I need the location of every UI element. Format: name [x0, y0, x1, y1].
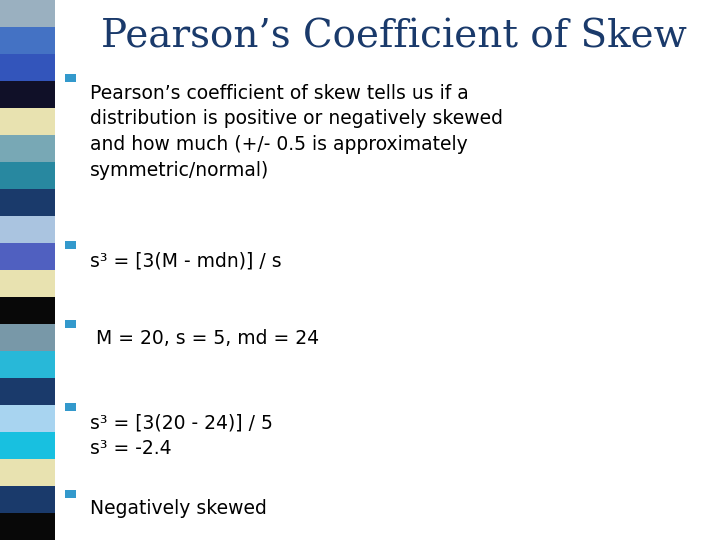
Bar	[0, 162, 55, 189]
Bar	[0, 351, 55, 378]
Bar	[0, 54, 55, 81]
Bar	[0, 243, 55, 270]
Bar	[0, 513, 55, 540]
Bar	[0, 459, 55, 486]
Bar	[0, 27, 55, 54]
Bar	[0, 135, 55, 162]
Bar	[0, 216, 55, 243]
Bar	[0, 189, 55, 216]
Text: Pearson’s Coefficient of Skew: Pearson’s Coefficient of Skew	[101, 19, 687, 56]
Bar	[0, 324, 55, 351]
Bar	[65, 490, 76, 498]
Bar	[0, 486, 55, 513]
Bar	[0, 378, 55, 405]
Text: Pearson’s coefficient of skew tells us if a
distribution is positive or negative: Pearson’s coefficient of skew tells us i…	[90, 84, 503, 180]
Bar	[0, 108, 55, 135]
Bar	[0, 0, 55, 27]
Text: s³ = [3(20 - 24)] / 5
s³ = -2.4: s³ = [3(20 - 24)] / 5 s³ = -2.4	[90, 413, 273, 458]
Bar	[65, 74, 76, 82]
Bar	[0, 297, 55, 324]
Bar	[0, 81, 55, 108]
Text: M = 20, s = 5, md = 24: M = 20, s = 5, md = 24	[90, 329, 319, 348]
Bar	[65, 241, 76, 249]
Bar	[0, 432, 55, 459]
Bar	[65, 403, 76, 411]
Bar	[65, 320, 76, 328]
Text: Negatively skewed: Negatively skewed	[90, 500, 267, 518]
Bar	[0, 270, 55, 297]
Bar	[0, 405, 55, 432]
Text: s³ = [3(M - mdn)] / s: s³ = [3(M - mdn)] / s	[90, 251, 282, 270]
